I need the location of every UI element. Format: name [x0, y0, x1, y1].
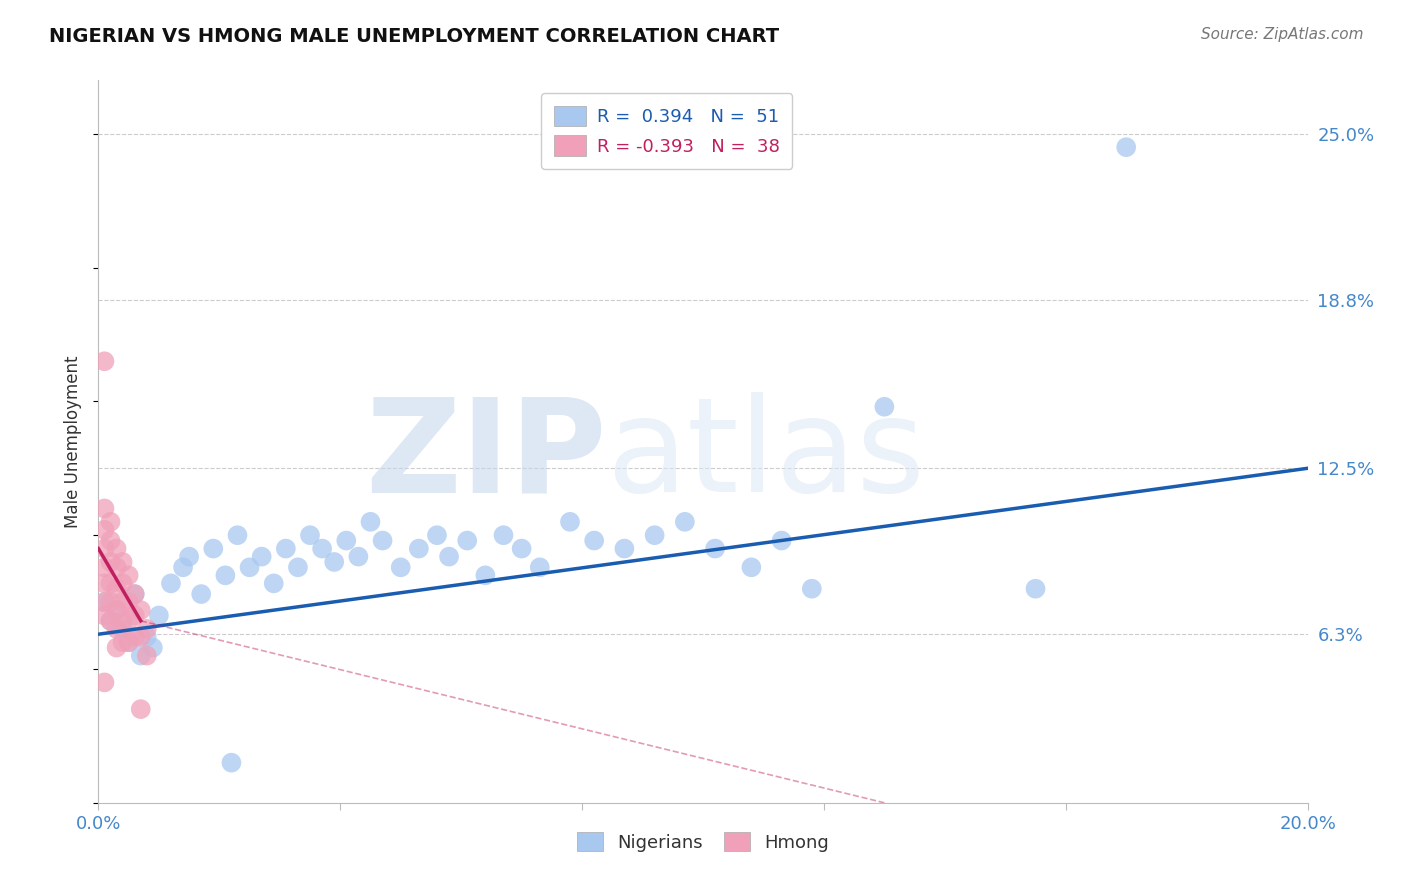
Point: [100, 555, 122, 569]
Point: [360, 515, 382, 529]
Point: [613, 541, 636, 556]
Point: [800, 582, 823, 596]
Point: [583, 533, 606, 548]
Point: [226, 528, 249, 542]
Point: [93, 675, 115, 690]
Point: [408, 541, 430, 556]
Point: [287, 560, 309, 574]
Point: [118, 614, 141, 628]
Point: [558, 515, 581, 529]
Point: [673, 515, 696, 529]
Point: [111, 576, 134, 591]
Point: [100, 515, 122, 529]
Point: [311, 541, 333, 556]
Point: [426, 528, 449, 542]
Point: [93, 523, 115, 537]
Point: [510, 541, 533, 556]
Point: [111, 614, 134, 628]
Point: [105, 603, 128, 617]
Point: [93, 501, 115, 516]
Point: [105, 541, 128, 556]
Text: NIGERIAN VS HMONG MALE UNEMPLOYMENT CORRELATION CHART: NIGERIAN VS HMONG MALE UNEMPLOYMENT CORR…: [49, 27, 779, 45]
Point: [239, 560, 262, 574]
Point: [1024, 582, 1046, 596]
Point: [474, 568, 496, 582]
Point: [105, 622, 128, 636]
Point: [202, 541, 225, 556]
Point: [740, 560, 762, 574]
Point: [111, 555, 134, 569]
Point: [250, 549, 273, 564]
Point: [129, 648, 152, 663]
Point: [129, 603, 152, 617]
Point: [124, 587, 146, 601]
Point: [135, 630, 157, 644]
Point: [105, 560, 128, 574]
Point: [704, 541, 727, 556]
Text: atlas: atlas: [606, 392, 925, 519]
Point: [770, 533, 793, 548]
Point: [142, 640, 165, 655]
Point: [118, 568, 141, 582]
Point: [873, 400, 896, 414]
Point: [111, 635, 134, 649]
Point: [129, 630, 152, 644]
Point: [347, 549, 370, 564]
Point: [179, 549, 201, 564]
Point: [105, 582, 128, 596]
Point: [93, 595, 115, 609]
Point: [93, 541, 115, 556]
Point: [135, 622, 157, 636]
Point: [190, 587, 212, 601]
Point: [93, 560, 115, 574]
Point: [323, 555, 346, 569]
Point: [93, 576, 115, 591]
Point: [299, 528, 322, 542]
Point: [100, 614, 122, 628]
Point: [148, 608, 170, 623]
Point: [172, 560, 194, 574]
Point: [335, 533, 357, 548]
Point: [644, 528, 666, 542]
Point: [437, 549, 460, 564]
Point: [263, 576, 285, 591]
Text: ZIP: ZIP: [364, 392, 606, 519]
Point: [111, 622, 134, 636]
Point: [492, 528, 515, 542]
Point: [529, 560, 551, 574]
Point: [371, 533, 394, 548]
Point: [100, 595, 122, 609]
Point: [1115, 140, 1137, 154]
Point: [129, 702, 152, 716]
Point: [100, 533, 122, 548]
Point: [221, 756, 243, 770]
Point: [118, 635, 141, 649]
Point: [124, 608, 146, 623]
Point: [100, 614, 122, 628]
Text: Source: ZipAtlas.com: Source: ZipAtlas.com: [1201, 27, 1364, 42]
Point: [93, 595, 115, 609]
Point: [105, 603, 128, 617]
Point: [93, 354, 115, 368]
Point: [118, 635, 141, 649]
Point: [105, 640, 128, 655]
Point: [118, 595, 141, 609]
Point: [93, 608, 115, 623]
Point: [389, 560, 412, 574]
Point: [135, 648, 157, 663]
Point: [160, 576, 183, 591]
Point: [214, 568, 236, 582]
Point: [124, 587, 146, 601]
Y-axis label: Male Unemployment: Male Unemployment: [65, 355, 83, 528]
Point: [124, 630, 146, 644]
Legend: Nigerians, Hmong: Nigerians, Hmong: [569, 825, 837, 859]
Point: [274, 541, 297, 556]
Point: [111, 595, 134, 609]
Point: [456, 533, 478, 548]
Point: [100, 576, 122, 591]
